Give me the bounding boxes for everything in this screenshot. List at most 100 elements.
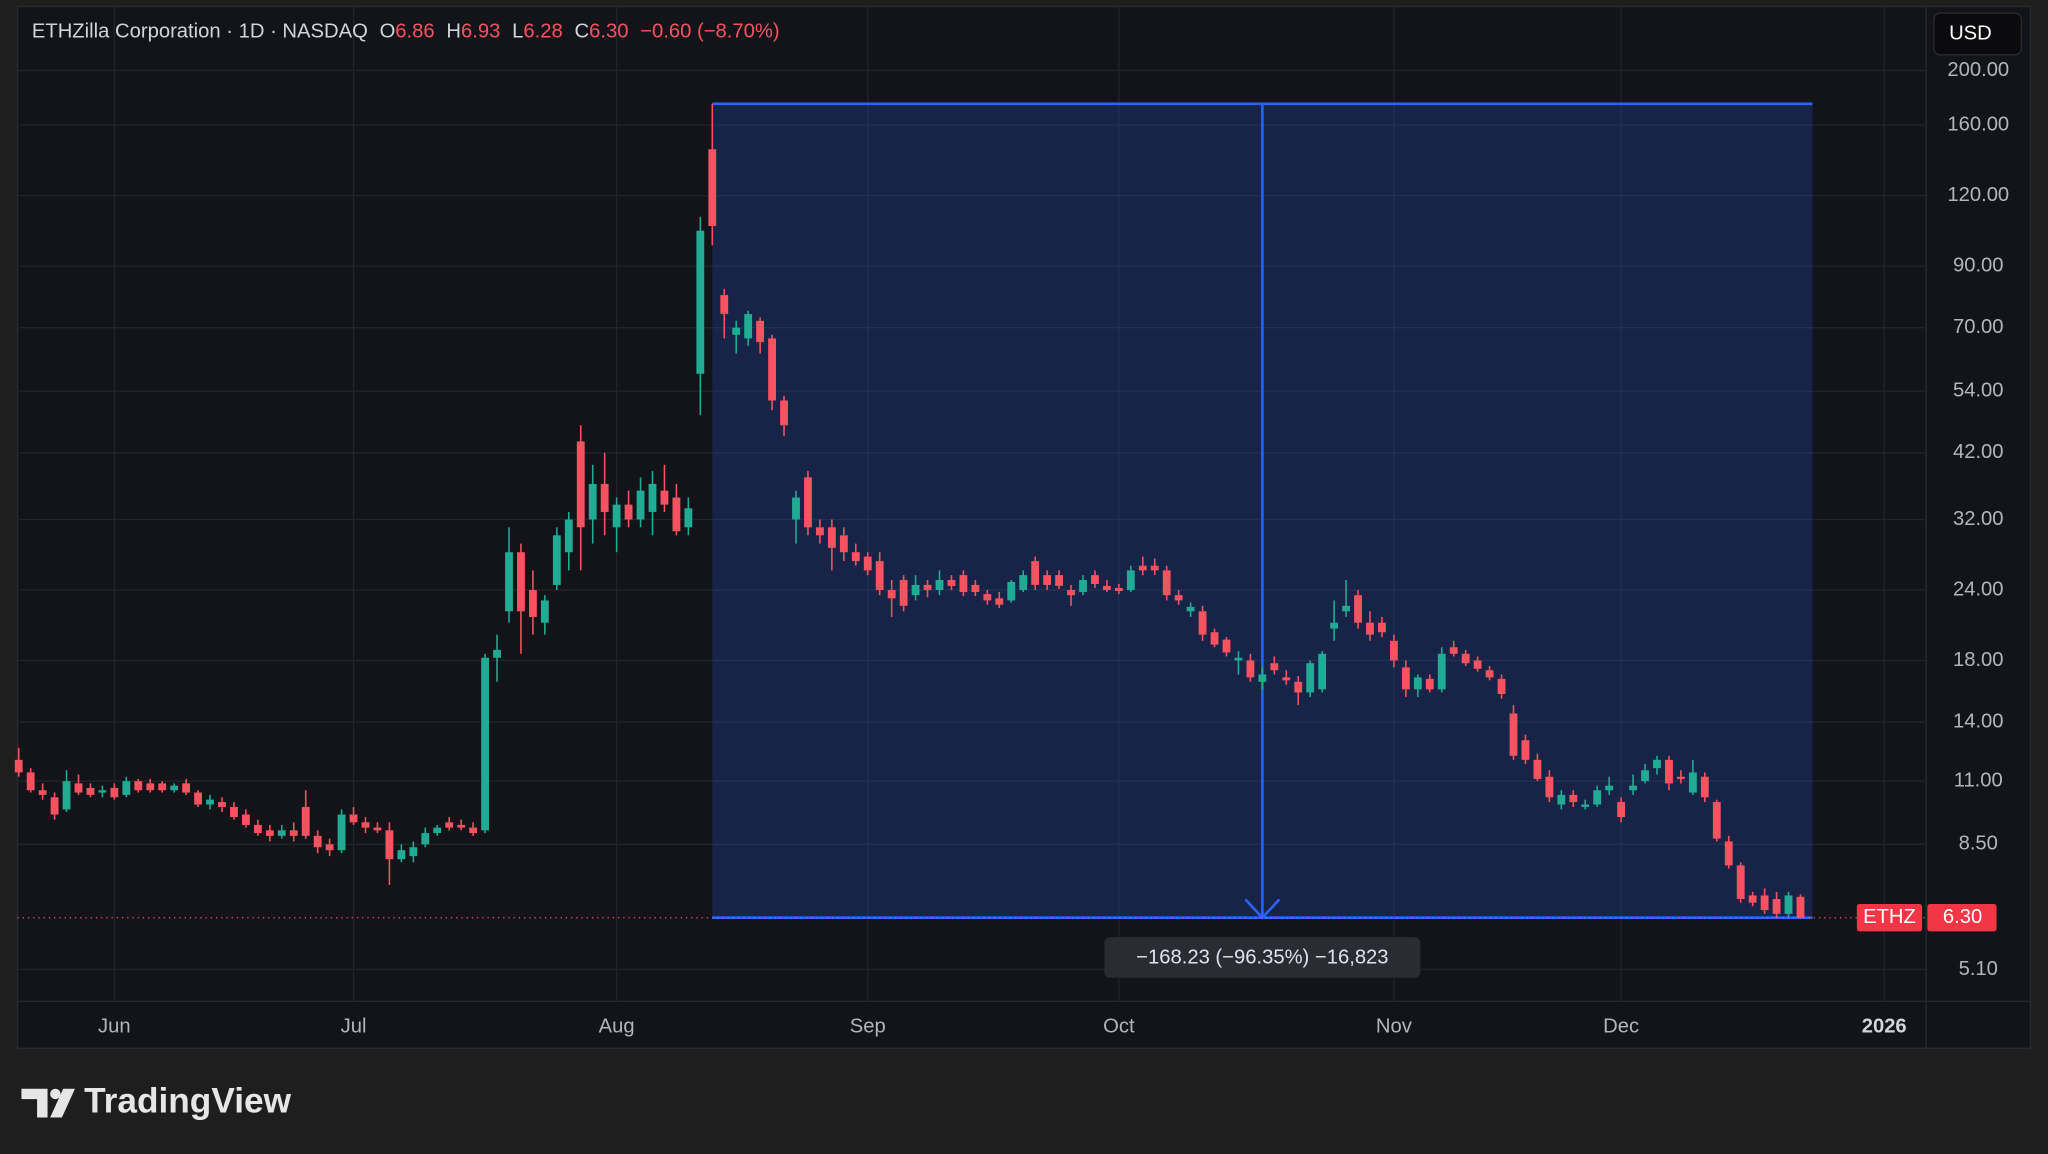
candle-body <box>1067 589 1075 596</box>
candle-body <box>875 561 884 590</box>
y-tick-label: 90.00 <box>1953 254 2004 276</box>
candle-body <box>50 797 59 815</box>
candle-body <box>1186 606 1195 612</box>
candle-body <box>122 781 131 795</box>
y-tick-label: 70.00 <box>1953 316 2004 338</box>
symbol-tag: ETHZ <box>1863 906 1916 928</box>
candle-body <box>1413 677 1422 690</box>
candle-body <box>98 790 107 793</box>
y-tick-label: 5.10 <box>1959 958 1998 980</box>
candle-body <box>206 799 214 805</box>
price-tag-box <box>1927 904 1997 932</box>
candle-body <box>732 327 741 335</box>
candle-body <box>1485 670 1494 678</box>
candle-body <box>1043 575 1052 585</box>
candle-body <box>194 792 202 805</box>
candle-body <box>744 314 753 339</box>
brand-name: TradingView <box>84 1081 291 1120</box>
candle-body <box>1748 895 1757 903</box>
candle-body <box>1545 776 1554 798</box>
candle-body <box>720 294 729 315</box>
candle-body <box>265 830 274 836</box>
currency-button[interactable] <box>1933 12 2023 56</box>
candle-body <box>923 584 932 590</box>
candle-body <box>1437 653 1446 690</box>
candle-body <box>1473 660 1482 669</box>
candle-body <box>612 504 621 528</box>
candle-body <box>1258 674 1267 682</box>
candle-body <box>134 781 143 791</box>
logo-t <box>21 1088 48 1118</box>
candle-body <box>1162 570 1171 596</box>
candle-body <box>1641 770 1649 782</box>
candle-body <box>1126 570 1135 590</box>
price-tag: 6.30 <box>1943 906 1982 928</box>
candle-body <box>1497 678 1506 694</box>
candle-body <box>313 835 322 848</box>
candle-body <box>1425 678 1434 690</box>
candle-body <box>1174 595 1183 601</box>
candle-body <box>899 579 908 606</box>
candle-body <box>756 320 765 343</box>
candle-body <box>672 497 681 532</box>
y-tick-label: 8.50 <box>1959 833 1998 855</box>
x-tick-label: 2026 <box>1862 1016 1907 1038</box>
candle-body <box>1629 785 1637 791</box>
candle-body <box>349 814 358 823</box>
measure-label-box <box>1104 937 1421 978</box>
y-tick-label: 18.00 <box>1953 649 2004 671</box>
candle-body <box>815 527 824 536</box>
ohlc-value: 6.30 <box>589 21 628 43</box>
candle-body <box>1389 640 1398 661</box>
candle-body <box>804 477 812 528</box>
candle-body <box>1581 804 1590 807</box>
ohlc-key: O <box>380 21 396 43</box>
y-tick-label: 11.00 <box>1954 769 2003 791</box>
candle-body <box>1366 622 1374 635</box>
candle-body <box>517 552 525 612</box>
candle-body <box>1007 581 1016 601</box>
candle-body <box>26 772 35 791</box>
candle-body <box>277 830 286 836</box>
candle-body <box>337 814 346 851</box>
ohlc-value: 6.28 <box>523 21 562 43</box>
candle-body <box>1401 667 1410 690</box>
candle-body <box>182 783 191 793</box>
candle-body <box>636 490 645 520</box>
candle-body <box>648 483 657 512</box>
measure-label: −168.23 (−96.35%) −16,823 <box>1136 947 1388 969</box>
x-tick-label: Dec <box>1603 1016 1639 1038</box>
candle-body <box>289 830 298 836</box>
candle-body <box>1114 587 1123 592</box>
candle-body <box>1760 895 1769 911</box>
candle-body <box>1222 639 1231 653</box>
candle-body <box>481 657 489 831</box>
candle-body <box>110 787 119 798</box>
symbol-tag-box <box>1856 904 1923 932</box>
candle-body <box>959 575 968 593</box>
candle-body <box>1019 575 1028 590</box>
candle-body <box>242 814 250 825</box>
candle-body <box>1150 565 1159 571</box>
candle-body <box>170 785 179 791</box>
candle-body <box>827 527 836 548</box>
candle-body <box>1294 681 1303 693</box>
candle-body <box>528 589 537 617</box>
x-tick-label: Jul <box>341 1016 367 1038</box>
candle-body <box>1318 653 1327 690</box>
candle-body <box>1055 575 1063 586</box>
candle-body <box>887 589 896 599</box>
candles <box>14 103 1927 919</box>
candle-body <box>1031 561 1040 585</box>
ohlc-key: L <box>512 21 523 43</box>
x-tick-label: Sep <box>850 1016 886 1038</box>
candle-body <box>1102 585 1111 590</box>
candle-body <box>1354 595 1362 623</box>
candle-body <box>1282 677 1291 681</box>
candle-body <box>421 833 430 845</box>
candle-body <box>301 806 310 836</box>
candle-body <box>146 783 155 791</box>
candle-body <box>971 584 980 593</box>
x-tick-label: Oct <box>1103 1016 1135 1038</box>
candle-body <box>397 850 406 860</box>
